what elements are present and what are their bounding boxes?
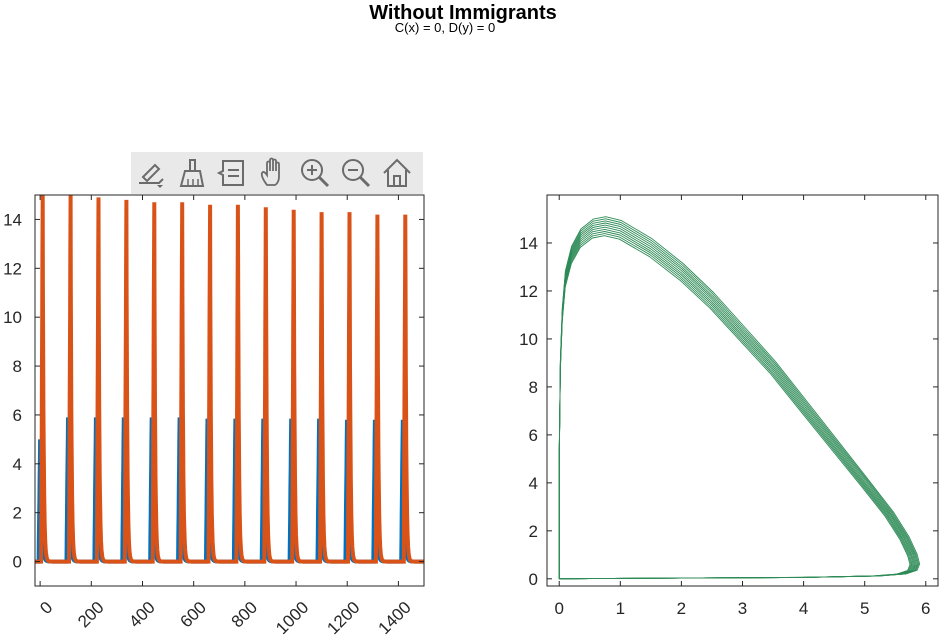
home-icon xyxy=(383,158,411,187)
zoom-in-button[interactable] xyxy=(297,155,333,191)
figure-subtitle: C(x) = 0, D(y) = 0 xyxy=(395,20,495,35)
y-tick-label: 6 xyxy=(529,426,538,445)
y-tick-label: 6 xyxy=(13,406,22,425)
x-tick-label: 0 xyxy=(554,599,563,618)
phase-orbit-line xyxy=(558,220,918,580)
y-tick-label: 0 xyxy=(13,553,22,572)
data-brush-icon xyxy=(179,159,205,187)
y-tick-label: 14 xyxy=(3,210,22,229)
y-tick-label: 4 xyxy=(13,455,22,474)
time-series-axes[interactable]: 0 2 4 6 8 10 12 14 0 200 400 600 800 1000 1200 1400 xyxy=(3,194,425,638)
zoom-in-icon xyxy=(301,159,330,188)
y-tick-label: 8 xyxy=(13,357,22,376)
y-tick-label: 10 xyxy=(3,308,22,327)
y-tick-label: 0 xyxy=(529,570,538,589)
x-tick-label: 400 xyxy=(125,598,158,631)
phase-orbit-line xyxy=(558,224,916,580)
phase-orbit-line xyxy=(558,235,911,580)
phase-orbit-line xyxy=(558,228,914,580)
zoom-out-icon xyxy=(342,159,371,188)
x-tick-label: 200 xyxy=(74,598,107,631)
x-tick-label: 1200 xyxy=(323,598,363,638)
x-tick-label: 5 xyxy=(860,599,869,618)
x-tick-label: 800 xyxy=(228,598,261,631)
legend-icon xyxy=(217,160,244,186)
figure-title: Without Immigrants xyxy=(369,2,557,24)
time-series-axes-box xyxy=(34,194,425,587)
x-tick-label: 1400 xyxy=(375,598,415,638)
brush-button[interactable] xyxy=(174,155,210,191)
phase-orbit-line xyxy=(558,233,912,580)
edit-plot-button[interactable] xyxy=(133,155,169,191)
phase-orbit-line xyxy=(558,222,917,580)
x-tick-label: 0 xyxy=(36,598,56,618)
edit-plot-icon xyxy=(139,163,164,188)
zoom-out-button[interactable] xyxy=(338,155,374,191)
phase-orbit-line xyxy=(558,216,921,580)
y-tick-label: 12 xyxy=(519,282,538,301)
x-tick-label: 600 xyxy=(176,598,209,631)
y-tick-label: 14 xyxy=(519,234,538,253)
phase-orbit-line xyxy=(558,231,913,580)
phase-orbit-line xyxy=(558,226,915,580)
x-tick-label: 4 xyxy=(799,599,808,618)
phase-orbit-line xyxy=(558,218,919,580)
pan-hand-icon xyxy=(260,157,280,186)
y-tick-label: 2 xyxy=(529,522,538,541)
x-tick-label: 1 xyxy=(616,599,625,618)
y-tick-label: 8 xyxy=(529,378,538,397)
series-line-x xyxy=(35,417,424,564)
y-tick-label: 12 xyxy=(3,259,22,278)
restore-view-button[interactable] xyxy=(379,155,415,191)
pan-button[interactable] xyxy=(256,155,292,191)
phase-portrait-axes-box xyxy=(546,194,939,587)
legend-button[interactable] xyxy=(215,155,251,191)
y-tick-label: 10 xyxy=(519,330,538,349)
x-tick-label: 1000 xyxy=(272,598,312,638)
y-tick-label: 4 xyxy=(529,474,538,493)
y-tick-label: 2 xyxy=(13,504,22,523)
x-tick-label: 3 xyxy=(738,599,747,618)
x-tick-label: 6 xyxy=(921,599,930,618)
x-tick-label: 2 xyxy=(677,599,686,618)
series-line-y xyxy=(35,195,424,564)
axes-toolbar xyxy=(131,152,423,194)
